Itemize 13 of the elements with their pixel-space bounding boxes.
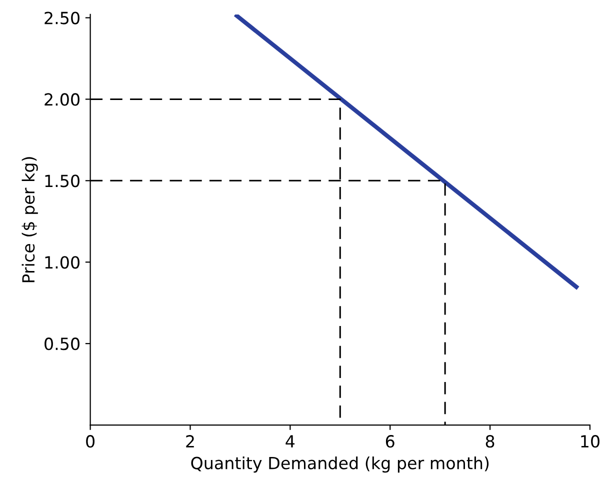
- y-axis-title: Price ($ per kg): [22, 157, 38, 282]
- y-tick-label: 1.50: [45, 174, 80, 188]
- x-tick-label: 8: [486, 435, 494, 448]
- y-tick-label: 0.50: [44, 338, 80, 350]
- x-tick-label: 6: [386, 435, 394, 448]
- x-axis-title: Quantity Demanded (kg per month): [191, 456, 489, 473]
- x-tick-label: 2: [186, 435, 194, 448]
- y-tick-label: 1.00: [45, 256, 80, 269]
- y-tick-label: 2.50: [44, 12, 80, 24]
- x-tick-label: 0: [86, 435, 94, 448]
- x-tick-label: 4: [286, 435, 295, 448]
- y-tick-label: 2.00: [44, 93, 80, 106]
- x-tick-label: 10: [581, 435, 600, 448]
